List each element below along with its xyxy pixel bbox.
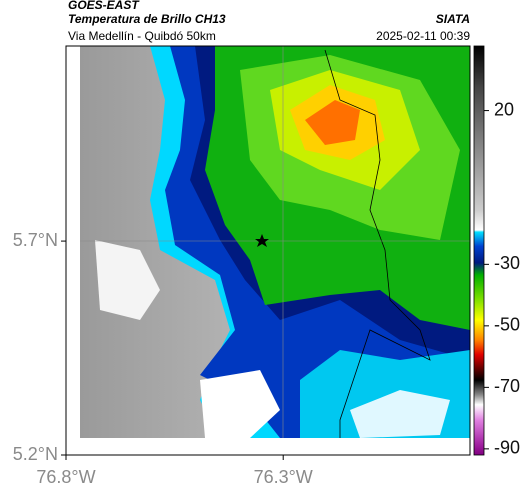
y-tick-label: 5.2°N <box>13 444 58 464</box>
x-tick-label: 76.8°W <box>36 467 95 487</box>
map-frame <box>65 45 471 456</box>
subtitle: Temperatura de Brillo CH13 <box>68 12 226 26</box>
title: GOES-EAST <box>68 0 140 12</box>
colorbar-tick-label: -30 <box>494 253 520 273</box>
colorbar-tick-label: 20 <box>494 99 514 119</box>
colorbar-tick-label: -70 <box>494 376 520 396</box>
satellite-image <box>80 46 470 438</box>
location: Via Medellín - Quibdó 50km <box>68 29 216 43</box>
datetime: 2025-02-11 00:39 <box>376 29 470 43</box>
source: SIATA <box>436 12 470 26</box>
y-tick-label: 5.7°N <box>13 230 58 250</box>
colorbar <box>473 45 485 456</box>
colorbar-tick-label: -50 <box>494 315 520 335</box>
x-tick-label: 76.3°W <box>254 467 313 487</box>
colorbar-tick-label: -90 <box>494 438 520 458</box>
